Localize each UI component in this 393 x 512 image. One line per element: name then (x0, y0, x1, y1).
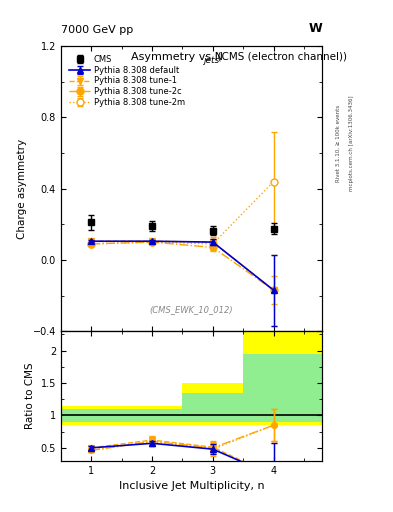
Text: W: W (309, 22, 322, 35)
Text: mcplots.cern.ch [arXiv:1306.3436]: mcplots.cern.ch [arXiv:1306.3436] (349, 96, 354, 191)
Legend: CMS, Pythia 8.308 default, Pythia 8.308 tune-1, Pythia 8.308 tune-2c, Pythia 8.3: CMS, Pythia 8.308 default, Pythia 8.308 … (68, 53, 186, 109)
Text: (CMS (electron channel)): (CMS (electron channel)) (211, 52, 347, 62)
X-axis label: Inclusive Jet Multiplicity, n: Inclusive Jet Multiplicity, n (119, 481, 264, 491)
Y-axis label: Ratio to CMS: Ratio to CMS (25, 362, 35, 430)
Text: Asymmetry vs N: Asymmetry vs N (132, 52, 230, 62)
Text: (CMS_EWK_10_012): (CMS_EWK_10_012) (150, 305, 233, 314)
Y-axis label: Charge asymmetry: Charge asymmetry (17, 139, 27, 239)
Text: jets: jets (203, 56, 220, 65)
Text: 7000 GeV pp: 7000 GeV pp (61, 25, 133, 35)
Text: Rivet 3.1.10, ≥ 100k events: Rivet 3.1.10, ≥ 100k events (336, 105, 341, 182)
